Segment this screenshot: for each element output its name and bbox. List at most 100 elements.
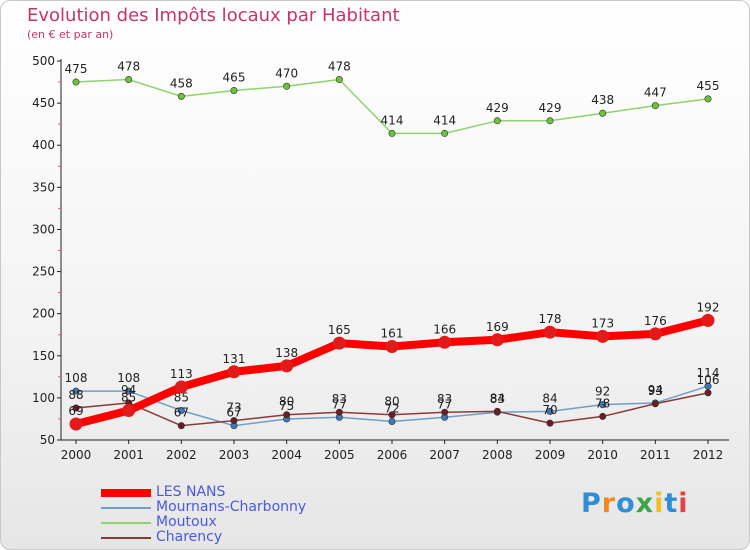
data-label-les-nans: 85 bbox=[121, 391, 136, 405]
data-point-mournans-charbonny bbox=[72, 387, 80, 395]
data-label-mournans-charbonny: 77 bbox=[332, 397, 347, 411]
data-label-mournans-charbonny: 75 bbox=[279, 399, 294, 413]
logo-letter: i bbox=[654, 488, 665, 519]
x-tick-label: 2007 bbox=[429, 448, 460, 462]
legend-label: Mournans-Charbonny bbox=[156, 499, 307, 515]
data-point-mournans-charbonny bbox=[177, 407, 185, 415]
data-label-les-nans: 173 bbox=[591, 316, 614, 330]
data-point-charency bbox=[599, 412, 607, 420]
data-label-mournans-charbonny: 94 bbox=[648, 383, 663, 397]
legend-swatch bbox=[101, 507, 151, 509]
data-label-moutoux: 458 bbox=[170, 76, 193, 90]
data-point-les-nans bbox=[174, 380, 188, 394]
data-label-moutoux: 429 bbox=[486, 101, 509, 115]
data-label-moutoux: 429 bbox=[539, 101, 562, 115]
line-chart: 50 100 150 200 250 300 350 400 450 500 2000 2001 200… bbox=[32, 54, 729, 462]
logo-letter: o bbox=[616, 488, 636, 519]
data-point-charency bbox=[177, 422, 185, 430]
data-point-les-nans bbox=[490, 333, 504, 347]
x-tick-label: 2012 bbox=[693, 448, 724, 462]
data-point-charency bbox=[72, 404, 80, 412]
data-point-les-nans bbox=[648, 327, 662, 341]
data-label-charency: 73 bbox=[226, 401, 241, 415]
data-label-moutoux: 455 bbox=[697, 79, 720, 93]
data-label-charency: 93 bbox=[648, 384, 663, 398]
data-label-les-nans: 192 bbox=[697, 300, 720, 314]
logo-letter: i bbox=[678, 488, 689, 519]
data-point-charency bbox=[493, 407, 501, 415]
data-point-charency bbox=[388, 411, 396, 419]
legend-label: Moutoux bbox=[156, 514, 217, 530]
data-label-charency: 94 bbox=[121, 383, 136, 397]
data-point-moutoux bbox=[546, 117, 554, 125]
x-tick-label: 2010 bbox=[587, 448, 618, 462]
data-point-moutoux bbox=[283, 82, 291, 90]
data-label-les-nans: 165 bbox=[328, 323, 351, 337]
data-point-les-nans bbox=[385, 340, 399, 354]
data-point-moutoux bbox=[335, 76, 343, 84]
y-tick-label: 200 bbox=[32, 307, 55, 321]
data-label-mournans-charbonny: 114 bbox=[697, 366, 720, 380]
legend-label: LES NANS bbox=[156, 484, 226, 500]
data-point-charency bbox=[546, 419, 554, 427]
data-point-moutoux bbox=[230, 86, 238, 94]
data-point-les-nans bbox=[543, 325, 557, 339]
legend-swatch bbox=[101, 537, 151, 539]
data-point-les-nans bbox=[596, 329, 610, 343]
data-label-mournans-charbonny: 84 bbox=[542, 391, 557, 405]
legend-swatch bbox=[101, 522, 151, 524]
data-label-les-nans: 166 bbox=[433, 322, 456, 336]
x-tick-label: 2011 bbox=[640, 448, 671, 462]
data-label-mournans-charbonny: 83 bbox=[490, 392, 505, 406]
data-point-charency bbox=[651, 400, 659, 408]
data-label-charency: 83 bbox=[437, 392, 452, 406]
x-tick-label: 2008 bbox=[482, 448, 513, 462]
data-label-charency: 80 bbox=[384, 395, 399, 409]
data-point-les-nans bbox=[69, 417, 83, 431]
data-point-charency bbox=[335, 408, 343, 416]
y-tick-label: 50 bbox=[40, 433, 55, 447]
data-label-charency: 67 bbox=[174, 406, 189, 420]
logo-letter: t bbox=[664, 488, 679, 519]
data-label-charency: 84 bbox=[490, 391, 505, 405]
data-label-moutoux: 465 bbox=[223, 70, 246, 84]
y-tick-label: 400 bbox=[32, 138, 55, 152]
y-tick-label: 500 bbox=[32, 54, 55, 68]
data-point-mournans-charbonny bbox=[125, 387, 133, 395]
logo-letter: x bbox=[635, 488, 655, 519]
data-label-moutoux: 438 bbox=[591, 93, 614, 107]
data-point-les-nans bbox=[280, 359, 294, 373]
data-label-moutoux: 475 bbox=[65, 62, 88, 76]
y-tick-label: 150 bbox=[32, 349, 55, 363]
chart-title: Evolution des Impôts locaux par Habitant bbox=[27, 5, 400, 26]
data-point-charency bbox=[441, 408, 449, 416]
data-point-moutoux bbox=[704, 95, 712, 103]
data-label-charency: 106 bbox=[697, 373, 720, 387]
logo-letter: r bbox=[601, 488, 617, 519]
x-tick-label: 2000 bbox=[61, 448, 92, 462]
y-tick-label: 250 bbox=[32, 265, 55, 279]
data-label-moutoux: 470 bbox=[275, 66, 298, 80]
legend-swatch bbox=[101, 489, 151, 497]
proxiti-logo: Proxiti bbox=[581, 488, 689, 519]
data-label-mournans-charbonny: 92 bbox=[595, 385, 610, 399]
data-point-charency bbox=[230, 417, 238, 425]
data-point-les-nans bbox=[227, 365, 241, 379]
data-point-moutoux bbox=[441, 129, 449, 137]
data-point-moutoux bbox=[599, 109, 607, 117]
data-label-les-nans: 176 bbox=[644, 314, 667, 328]
data-label-mournans-charbonny: 77 bbox=[437, 397, 452, 411]
data-label-les-nans: 131 bbox=[223, 352, 246, 366]
data-label-les-nans: 113 bbox=[170, 367, 193, 381]
x-tick-label: 2003 bbox=[219, 448, 250, 462]
y-tick-label: 100 bbox=[32, 391, 55, 405]
data-point-moutoux bbox=[72, 78, 80, 86]
data-point-moutoux bbox=[493, 117, 501, 125]
data-point-moutoux bbox=[125, 76, 133, 84]
data-point-charency bbox=[704, 389, 712, 397]
data-label-moutoux: 478 bbox=[117, 60, 140, 74]
logo-letter: P bbox=[581, 488, 602, 519]
x-tick-label: 2009 bbox=[535, 448, 566, 462]
data-label-les-nans: 169 bbox=[486, 320, 509, 334]
